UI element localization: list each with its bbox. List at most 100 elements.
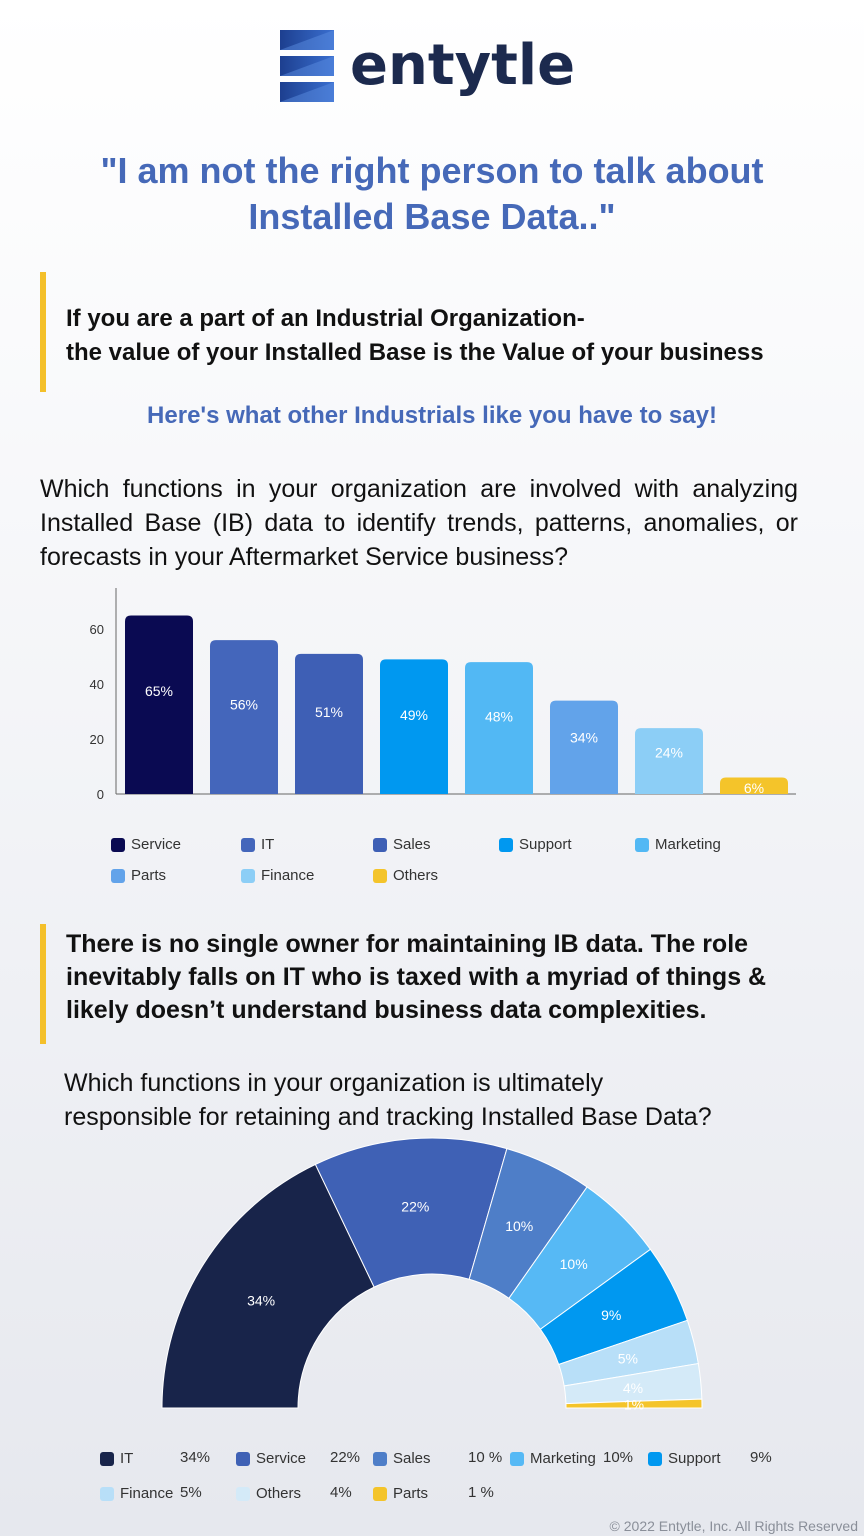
callout-installed-base-value: If you are a part of an Industrial Organ… bbox=[40, 272, 764, 392]
legend-swatch bbox=[510, 1451, 524, 1466]
bar-value-label: 34% bbox=[570, 730, 598, 746]
callout-line: inevitably falls on IT who is taxed with… bbox=[66, 963, 767, 991]
slice-value-label: 34% bbox=[247, 1292, 275, 1308]
section-subheading: Here's what other Industrials like you h… bbox=[147, 402, 717, 429]
legend-swatch bbox=[648, 1451, 662, 1466]
legend-item-support: Support bbox=[648, 1450, 721, 1467]
legend-swatch bbox=[635, 837, 649, 852]
legend-item-sales: Sales bbox=[373, 836, 431, 853]
page-title: "I am not the right person to talk about… bbox=[100, 150, 764, 237]
legend-swatch bbox=[373, 1451, 387, 1466]
callout-line: likely doesn’t understand business data … bbox=[66, 996, 707, 1024]
callout-line: If you are a part of an Industrial Organ… bbox=[66, 305, 585, 332]
legend-swatch bbox=[373, 868, 387, 883]
slice-value-label: 10% bbox=[560, 1256, 588, 1272]
legend-label: Sales bbox=[393, 1450, 431, 1467]
legend-swatch bbox=[236, 1451, 250, 1466]
brand-logo: entytle bbox=[280, 30, 575, 102]
y-tick-label: 0 bbox=[97, 787, 104, 802]
legend-swatch bbox=[241, 868, 255, 883]
legend-swatch bbox=[236, 1486, 250, 1501]
bar-sales bbox=[295, 653, 363, 794]
legend-value: 10% bbox=[603, 1449, 634, 1466]
copyright-footer: © 2022 Entytle, Inc. All Rights Reserved bbox=[609, 1518, 858, 1534]
legend-item-sales: Sales bbox=[373, 1450, 431, 1467]
legend-label: Sales bbox=[393, 836, 431, 853]
legend-swatch bbox=[499, 837, 513, 852]
bar-it bbox=[210, 640, 278, 794]
legend-swatch bbox=[100, 1451, 114, 1466]
survey-question-2: Which functions in your organization is … bbox=[64, 1066, 804, 1134]
bar-value-label: 56% bbox=[230, 696, 258, 712]
legend-label: Service bbox=[131, 836, 182, 853]
legend-label: Support bbox=[519, 836, 572, 853]
entytle-logo-icon bbox=[280, 30, 334, 102]
slice-value-label: 5% bbox=[618, 1350, 638, 1366]
legend-label: IT bbox=[261, 836, 275, 853]
callout-no-single-owner: There is no single owner for maintaining… bbox=[40, 924, 766, 1044]
legend-value: 22% bbox=[330, 1449, 361, 1466]
y-tick-label: 40 bbox=[90, 677, 104, 692]
bar-parts bbox=[550, 700, 618, 794]
legend-label: Parts bbox=[393, 1485, 429, 1502]
bar-value-label: 6% bbox=[744, 780, 764, 796]
slice-value-label: 10% bbox=[505, 1218, 533, 1234]
legend-item-service: Service bbox=[236, 1450, 306, 1467]
bar-value-label: 24% bbox=[655, 745, 683, 761]
legend-item-parts: Parts bbox=[111, 867, 166, 884]
bar-chart-legend: Service IT Sales Support Marketing Parts Finan… bbox=[0, 830, 864, 890]
legend-swatch bbox=[241, 837, 255, 852]
y-tick-label: 60 bbox=[90, 622, 104, 637]
legend-value: 1 % bbox=[468, 1484, 494, 1501]
bar-value-label: 48% bbox=[485, 708, 513, 724]
slice-it bbox=[161, 1163, 375, 1409]
legend-item-finance: Finance bbox=[100, 1485, 173, 1502]
callout-line: the value of your Installed Base is the … bbox=[66, 339, 764, 366]
functions-bar-chart: 0 20 40 60 65% 56% 51% 49% 48% 34% 24% 6% bbox=[90, 588, 796, 802]
legend-item-parts: Parts bbox=[373, 1485, 428, 1502]
survey-question-1: Which functions in your organization are… bbox=[40, 475, 798, 571]
legend-value: 10 % bbox=[468, 1449, 503, 1466]
legend-label: Support bbox=[668, 1450, 721, 1467]
legend-label: Service bbox=[256, 1450, 307, 1467]
bar-service bbox=[125, 615, 193, 794]
legend-label: Parts bbox=[131, 867, 167, 884]
legend-label: IT bbox=[120, 1450, 134, 1467]
legend-swatch bbox=[373, 1486, 387, 1501]
ownership-donut-chart: 34% 22% 10% 10% 9% 5% 4%1% bbox=[161, 1137, 703, 1413]
legend-item-others: Others bbox=[373, 867, 438, 884]
legend-label: Finance bbox=[261, 867, 315, 884]
slice-value-label: 22% bbox=[401, 1199, 429, 1215]
bar-others bbox=[720, 777, 788, 794]
bar-value-label: 51% bbox=[315, 704, 343, 720]
legend-swatch bbox=[111, 837, 125, 852]
slice-value-label: 9% bbox=[601, 1307, 621, 1323]
legend-swatch bbox=[100, 1486, 114, 1501]
legend-item-others: Others bbox=[236, 1485, 301, 1502]
legend-item-it: IT bbox=[241, 836, 274, 853]
bar-support bbox=[380, 659, 448, 794]
legend-item-it: IT bbox=[100, 1450, 133, 1467]
legend-value: 5% bbox=[180, 1484, 202, 1501]
legend-label: Others bbox=[256, 1485, 302, 1502]
legend-item-support: Support bbox=[499, 836, 572, 853]
slice-value-label: 4% bbox=[623, 1380, 643, 1396]
y-tick-label: 20 bbox=[90, 732, 104, 747]
slice-value-label: 1% bbox=[624, 1397, 644, 1413]
legend-label: Finance bbox=[120, 1485, 174, 1502]
legend-swatch bbox=[111, 868, 125, 883]
question-line: responsible for retaining and tracking I… bbox=[64, 1103, 712, 1131]
legend-value: 9% bbox=[750, 1449, 772, 1466]
brand-name: entytle bbox=[350, 33, 576, 98]
legend-item-finance: Finance bbox=[241, 867, 314, 884]
legend-swatch bbox=[373, 837, 387, 852]
legend-item-marketing: Marketing bbox=[510, 1450, 596, 1467]
legend-value: 34% bbox=[180, 1449, 211, 1466]
donut-chart-legend: IT 34% Service 22% Sales 10 % Marketing 10% Supp… bbox=[0, 1444, 864, 1514]
legend-label: Marketing bbox=[655, 836, 721, 853]
legend-item-service: Service bbox=[111, 836, 181, 853]
bar-finance bbox=[635, 728, 703, 794]
bar-marketing bbox=[465, 662, 533, 794]
legend-label: Others bbox=[393, 867, 439, 884]
question-line: Which functions in your organization is … bbox=[64, 1069, 604, 1097]
